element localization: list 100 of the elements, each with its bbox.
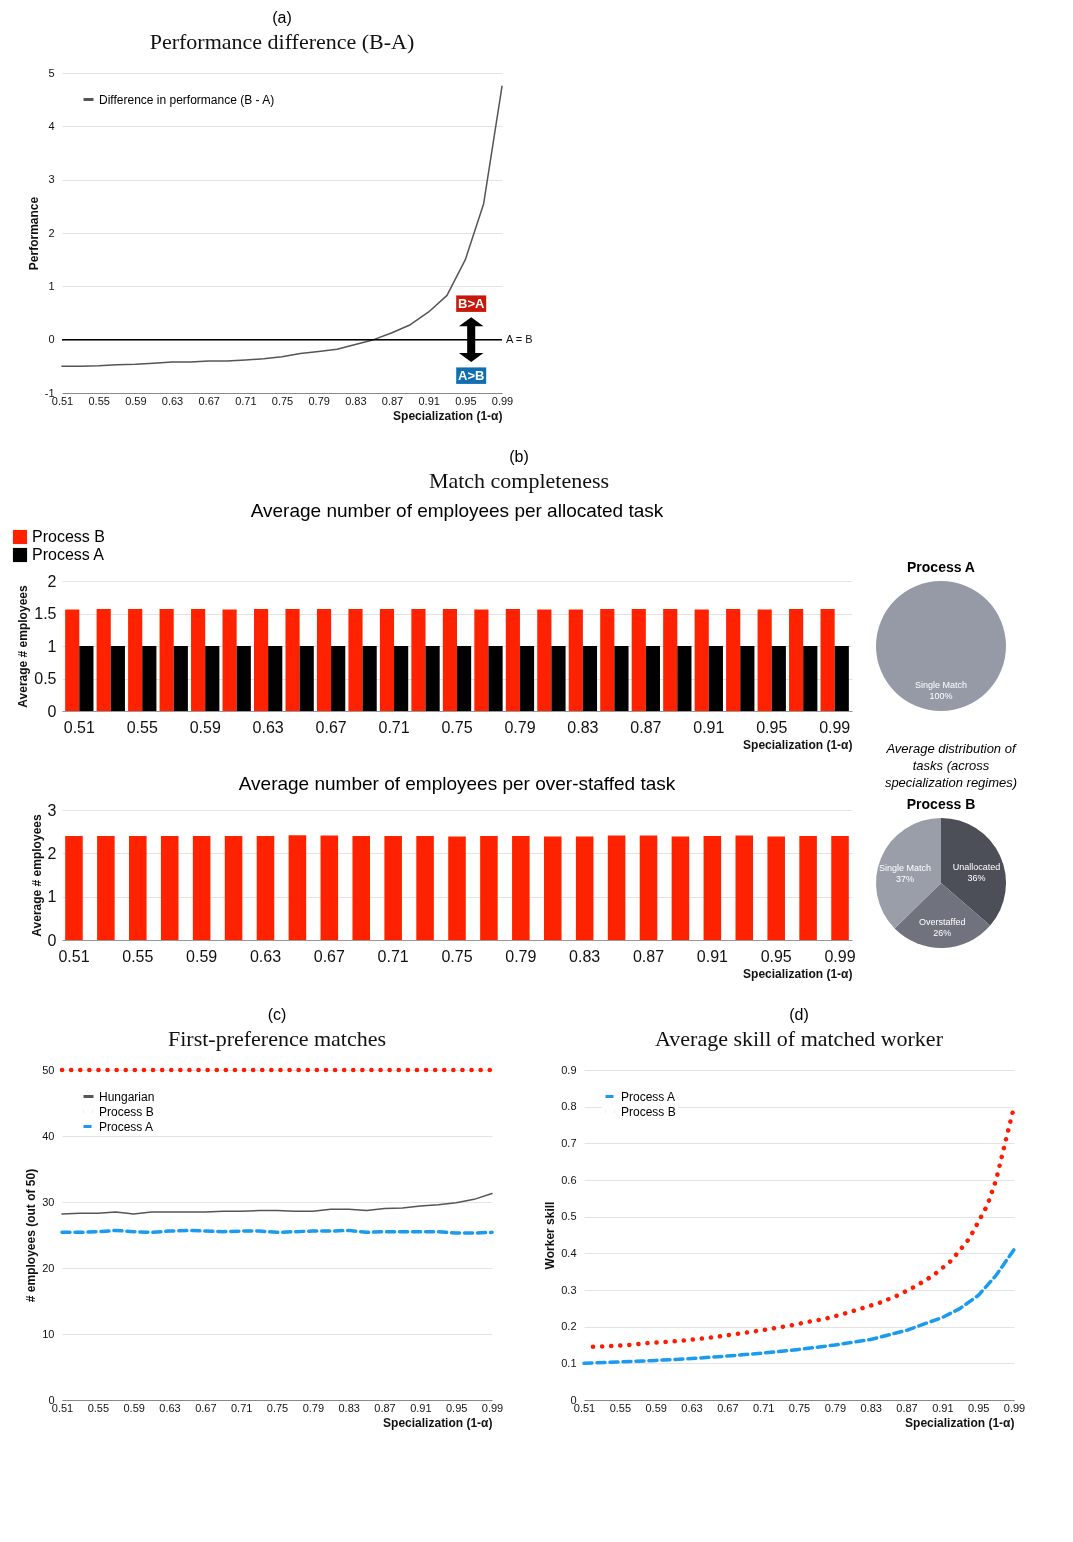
y-tick-label: 0.5 — [561, 1210, 577, 1223]
x-tick-label: 0.59 — [189, 718, 221, 736]
x-tick-label: 0.87 — [896, 1401, 918, 1414]
x-tick-label: 0.95 — [760, 947, 792, 965]
text: Average distribution of tasks (across specialization regimes) — [884, 740, 1018, 790]
bar — [65, 609, 80, 711]
x-tick-label: 0.71 — [235, 394, 257, 407]
x-tick-label: 0.63 — [161, 394, 184, 407]
y-tick-label: 2 — [47, 572, 57, 590]
x-tick-label: 0.63 — [681, 1401, 703, 1414]
y-tick-label: 3 — [47, 801, 57, 819]
x-tick-label: 0.63 — [252, 718, 284, 736]
x-tick-label: 0.87 — [374, 1401, 396, 1414]
bar — [600, 608, 615, 711]
slice-label: Single Match — [914, 680, 968, 690]
pie-slice — [894, 883, 991, 948]
bar — [568, 609, 583, 711]
x-tick-label: 0.59 — [123, 1401, 145, 1414]
y-tick-label: 5 — [48, 66, 55, 79]
bar — [474, 609, 489, 711]
text: (b) — [509, 448, 529, 465]
y-tick-label: 20 — [42, 1261, 55, 1274]
data-label: 37% — [896, 873, 915, 884]
legend-label: Process B — [99, 1104, 154, 1119]
x-tick-label: 0.55 — [609, 1401, 632, 1414]
bar — [645, 646, 661, 711]
chart-title: (a) — [272, 9, 292, 26]
y-tick-label: 0 — [48, 333, 55, 346]
x-tick-label: 0.75 — [271, 394, 294, 407]
bar — [505, 608, 520, 711]
x-tick-label: 0.95 — [455, 394, 477, 407]
bar — [299, 646, 314, 711]
x-tick-label: 0.87 — [381, 394, 404, 407]
text: Match completeness — [428, 468, 610, 493]
bar — [834, 646, 849, 711]
x-tick-label: 0.99 — [1003, 1401, 1026, 1414]
bar — [537, 609, 552, 711]
x-tick-label: 0.99 — [481, 1401, 504, 1414]
y-tick-label: 0.4 — [561, 1246, 577, 1259]
bar — [726, 608, 741, 711]
bar — [173, 646, 188, 711]
x-axis-title: Specialization (1-α) — [743, 966, 853, 981]
x-tick-label: 0.67 — [198, 394, 220, 407]
slice-label: Single Match — [879, 862, 932, 873]
y-tick-label: 40 — [42, 1129, 55, 1142]
bar — [757, 609, 772, 711]
bar — [457, 646, 472, 711]
x-tick-label: 0.75 — [266, 1401, 289, 1414]
bar — [379, 608, 395, 711]
x-tick-label: 0.55 — [87, 1401, 110, 1414]
chart-title: Process A — [907, 559, 975, 575]
bar — [96, 608, 111, 711]
y-tick-label: 0.1 — [561, 1356, 577, 1369]
chart-title: (d) — [789, 1006, 809, 1023]
bar — [708, 646, 723, 711]
slice-label: Unallocated — [952, 861, 1001, 872]
y-axis-title: Average # employees — [29, 814, 44, 937]
x-tick-label: 0.75 — [441, 947, 473, 965]
slice-label: Overstaffed — [919, 916, 966, 927]
x-tick-label: 0.55 — [122, 947, 154, 965]
ref-line-label: A = B — [506, 332, 533, 345]
x-tick-label: 0.99 — [491, 394, 514, 407]
bar — [694, 609, 709, 711]
x-tick-label: 0.99 — [824, 947, 856, 965]
chart-title: Process B — [906, 796, 976, 812]
x-tick-label: 0.63 — [159, 1401, 181, 1414]
x-axis-title: Specialization (1-α) — [905, 1415, 1015, 1430]
x-tick-label: 0.95 — [967, 1401, 990, 1414]
x-axis-title: Specialization (1-α) — [743, 737, 853, 752]
y-tick-label: 0.9 — [561, 1063, 577, 1076]
x-tick-label: 0.75 — [788, 1401, 811, 1414]
x-tick-label: 0.71 — [378, 718, 410, 736]
x-tick-label: 0.63 — [249, 947, 282, 965]
bar — [442, 608, 457, 711]
legend-label: Process B — [32, 528, 105, 545]
bar — [663, 608, 678, 711]
bar — [789, 608, 804, 711]
x-tick-label: 0.67 — [717, 1401, 739, 1414]
bar — [236, 646, 251, 711]
y-axis-title: Performance — [26, 196, 41, 271]
bar — [205, 646, 220, 711]
line-series — [61, 1192, 493, 1215]
chart-subtitle: Performance difference (B-A) — [149, 29, 415, 54]
bar — [348, 608, 363, 711]
x-tick-label: 0.83 — [860, 1401, 882, 1414]
bar — [159, 608, 174, 711]
y-tick-label: 0 — [47, 931, 57, 949]
data-label: 100% — [929, 691, 953, 701]
bar — [222, 609, 237, 711]
x-axis-title: Specialization (1-α) — [383, 1415, 493, 1430]
bar — [771, 646, 786, 711]
x-tick-label: 0.99 — [819, 718, 851, 736]
y-tick-label: 4 — [48, 119, 55, 132]
data-label: 36% — [967, 872, 986, 883]
y-tick-label: 1 — [48, 279, 55, 292]
x-tick-label: 0.67 — [313, 947, 345, 965]
x-tick-label: 0.51 — [63, 718, 95, 736]
x-tick-label: 0.83 — [567, 718, 599, 736]
bar — [677, 646, 692, 711]
y-tick-label: 1.5 — [34, 605, 57, 622]
